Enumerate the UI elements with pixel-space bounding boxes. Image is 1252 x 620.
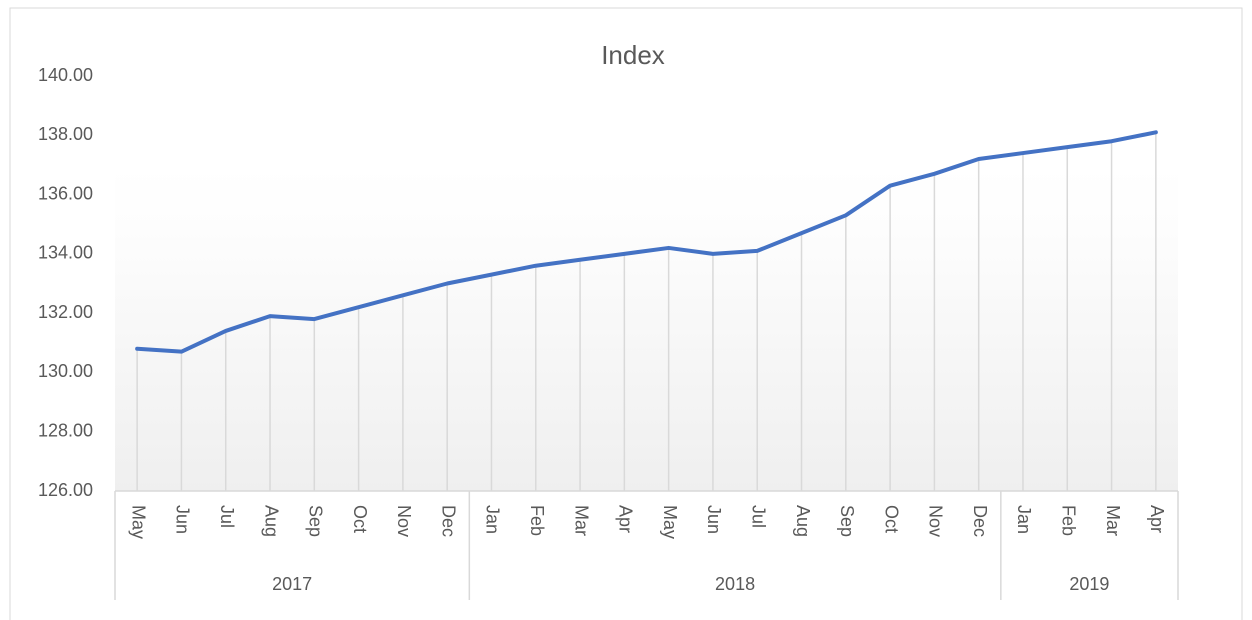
y-tick-label: 136.00 — [38, 183, 93, 203]
y-tick-label: 138.00 — [38, 124, 93, 144]
x-tick-label: Dec — [970, 505, 990, 537]
x-tick-label: Mar — [1103, 505, 1123, 536]
x-tick-label: Nov — [926, 505, 946, 537]
x-tick-label: Sep — [306, 505, 326, 537]
x-tick-label: Feb — [1059, 505, 1079, 536]
chart-title: Index — [601, 40, 665, 70]
y-tick-label: 140.00 — [38, 65, 93, 85]
x-tick-label: May — [128, 505, 148, 539]
x-tick-label: Oct — [881, 505, 901, 533]
x-tick-label: Aug — [261, 505, 281, 537]
y-tick-label: 130.00 — [38, 361, 93, 381]
y-tick-label: 128.00 — [38, 420, 93, 440]
x-tick-label: May — [660, 505, 680, 539]
x-tick-label: Dec — [438, 505, 458, 537]
y-tick-label: 134.00 — [38, 243, 93, 263]
x-tick-label: Jul — [748, 505, 768, 528]
x-tick-label: Oct — [350, 505, 370, 533]
group-label: 2017 — [272, 574, 312, 594]
x-tick-label: Jan — [1014, 505, 1034, 534]
series-line — [135, 130, 1158, 354]
group-label: 2018 — [715, 574, 755, 594]
x-tick-label: Sep — [837, 505, 857, 537]
group-label: 2019 — [1069, 574, 1109, 594]
x-tick-label: Apr — [1147, 505, 1167, 533]
x-tick-label: Aug — [793, 505, 813, 537]
x-tick-label: Nov — [394, 505, 414, 537]
x-tick-label: Jun — [173, 505, 193, 534]
x-tick-label: Mar — [571, 505, 591, 536]
x-tick-label: Jan — [483, 505, 503, 534]
y-tick-label: 132.00 — [38, 302, 93, 322]
y-tick-label: 126.00 — [38, 480, 93, 500]
x-tick-label: Feb — [527, 505, 547, 536]
chart-border — [9, 7, 1243, 620]
x-tick-label: Apr — [616, 505, 636, 533]
x-tick-label: Jul — [217, 505, 237, 528]
x-tick-label: Jun — [704, 505, 724, 534]
plot-background — [115, 165, 1178, 491]
